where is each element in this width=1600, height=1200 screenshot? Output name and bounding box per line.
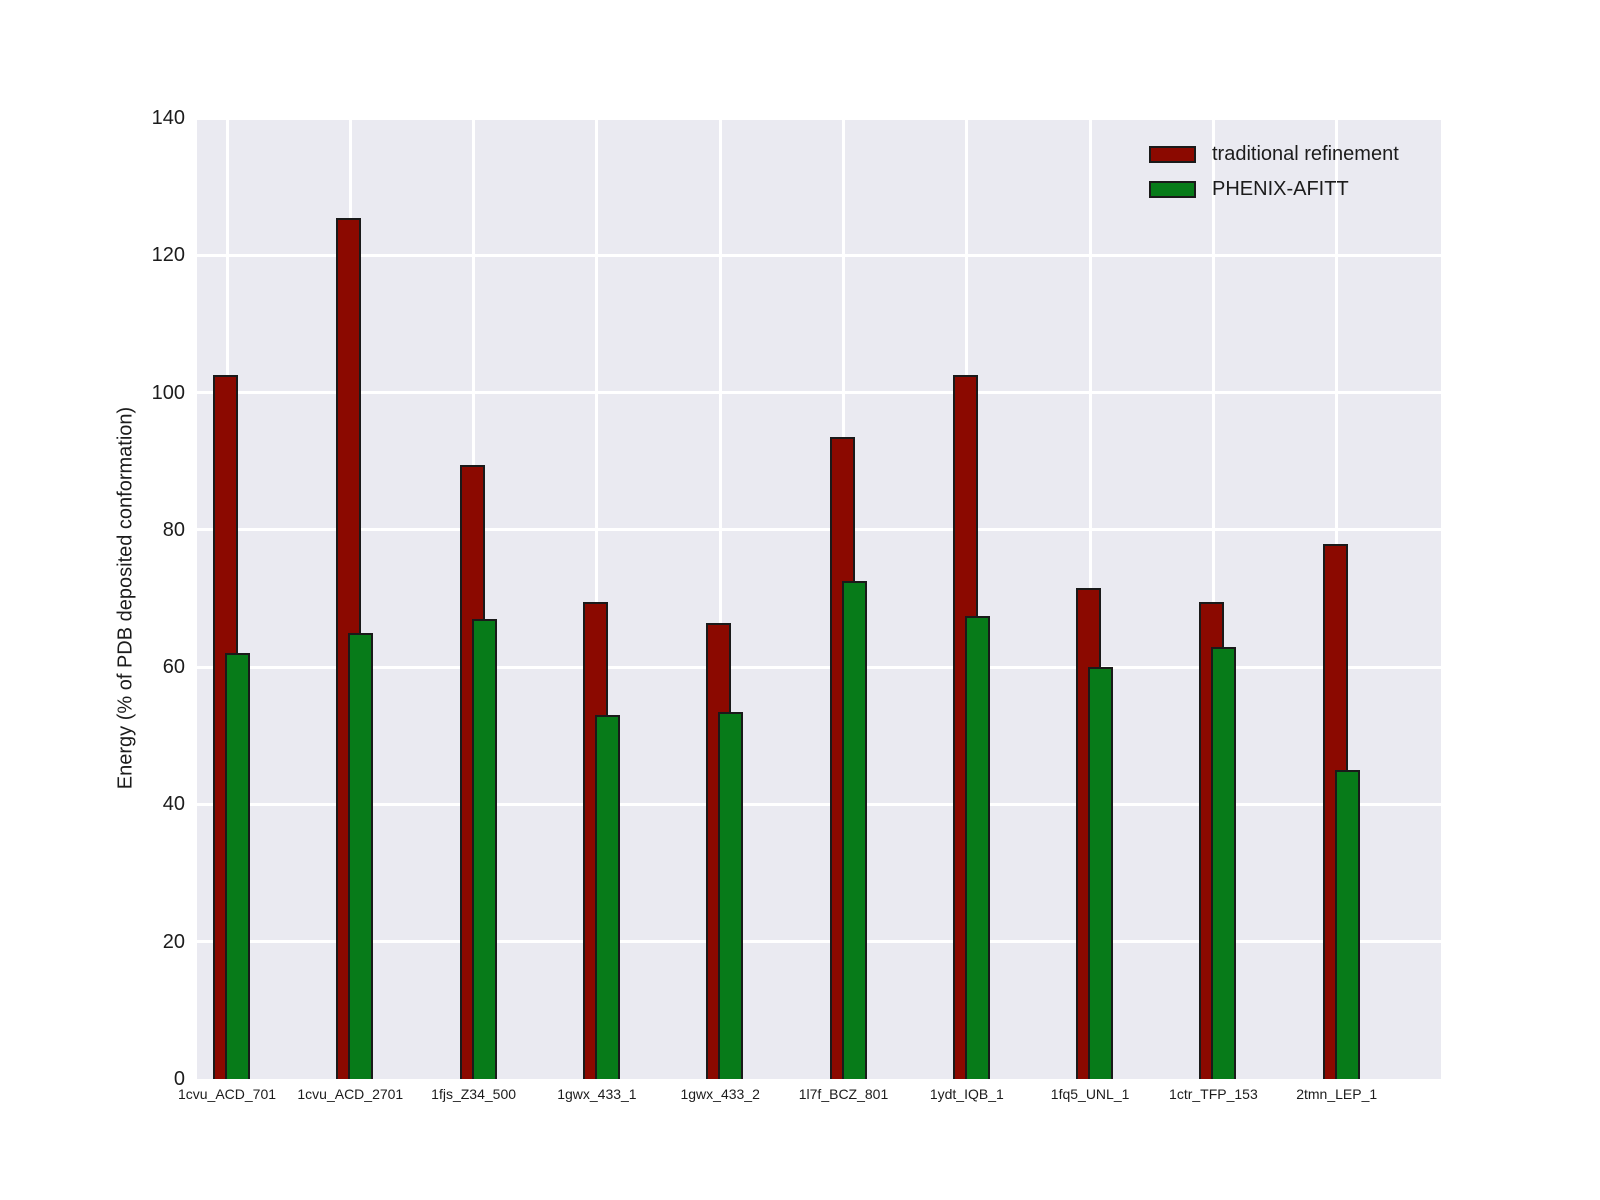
x-tick-1fjs_Z34_500: 1fjs_Z34_500: [431, 1086, 517, 1102]
gridline-x-1gwx_433_1: [595, 118, 599, 1079]
y-tick-120: 120: [151, 244, 185, 267]
x-tick-1gwx_433_2: 1gwx_433_2: [680, 1086, 760, 1102]
y-tick-80: 80: [162, 518, 185, 541]
bar-phenix-afitt-1gwx_433_2: [718, 711, 744, 1079]
y-tick-0: 0: [173, 1068, 185, 1090]
plot-area: [197, 116, 1441, 1079]
bar-phenix-afitt-1ctr_TFP_153: [1211, 646, 1237, 1079]
x-tick-1cvu_ACD_701: 1cvu_ACD_701: [177, 1086, 277, 1102]
gridline-y-60: [197, 665, 1441, 669]
bar-phenix-afitt-1fjs_Z34_500: [471, 619, 497, 1079]
legend-item-phenix-afitt: PHENIX-AFITT: [1149, 172, 1399, 207]
y-tick-60: 60: [162, 656, 185, 679]
gridline-y-80: [197, 528, 1441, 532]
legend-swatch-icon: [1149, 146, 1196, 163]
y-tick-100: 100: [151, 381, 185, 404]
gridline-y-20: [197, 940, 1441, 944]
legend-label: traditional refinement: [1212, 143, 1399, 165]
gridline-y-120: [197, 253, 1441, 257]
legend-label: PHENIX-AFITT: [1212, 178, 1349, 200]
x-tick-1fq5_UNL_1: 1fq5_UNL_1: [1050, 1086, 1130, 1102]
bar-phenix-afitt-1cvu_ACD_2701: [348, 632, 374, 1079]
x-tick-1gwx_433_1: 1gwx_433_1: [557, 1086, 637, 1102]
bar-phenix-afitt-1l7f_BCZ_801: [841, 581, 867, 1079]
x-tick-1l7f_BCZ_801: 1l7f_BCZ_801: [798, 1086, 889, 1102]
x-tick-2tmn_LEP_1: 2tmn_LEP_1: [1296, 1086, 1378, 1102]
gridline-y-140: [197, 116, 1441, 120]
bar-phenix-afitt-1gwx_433_1: [594, 715, 620, 1079]
legend: traditional refinement PHENIX-AFITT: [1149, 137, 1399, 207]
gridline-y-40: [197, 802, 1441, 806]
bar-phenix-afitt-1ydt_IQB_1: [964, 615, 990, 1079]
gridline-x-1gwx_433_2: [718, 118, 722, 1079]
legend-item-traditional-refinement: traditional refinement: [1149, 137, 1399, 172]
y-tick-40: 40: [162, 793, 185, 816]
x-tick-1ctr_TFP_153: 1ctr_TFP_153: [1169, 1086, 1258, 1102]
bar-phenix-afitt-1cvu_ACD_701: [225, 653, 250, 1079]
bar-phenix-afitt-1fq5_UNL_1: [1088, 667, 1114, 1079]
y-axis-label: Energy (% of PDB deposited conformation): [114, 406, 137, 790]
gridline-x-1ctr_TFP_153: [1211, 118, 1215, 1079]
legend-swatch-icon: [1149, 181, 1196, 198]
x-tick-1cvu_ACD_2701: 1cvu_ACD_2701: [297, 1086, 404, 1102]
x-tick-1ydt_IQB_1: 1ydt_IQB_1: [929, 1086, 1004, 1102]
gridline-y-100: [197, 391, 1441, 395]
y-tick-140: 140: [151, 107, 185, 129]
bar-phenix-afitt-2tmn_LEP_1: [1334, 770, 1360, 1079]
y-tick-20: 20: [162, 930, 185, 953]
